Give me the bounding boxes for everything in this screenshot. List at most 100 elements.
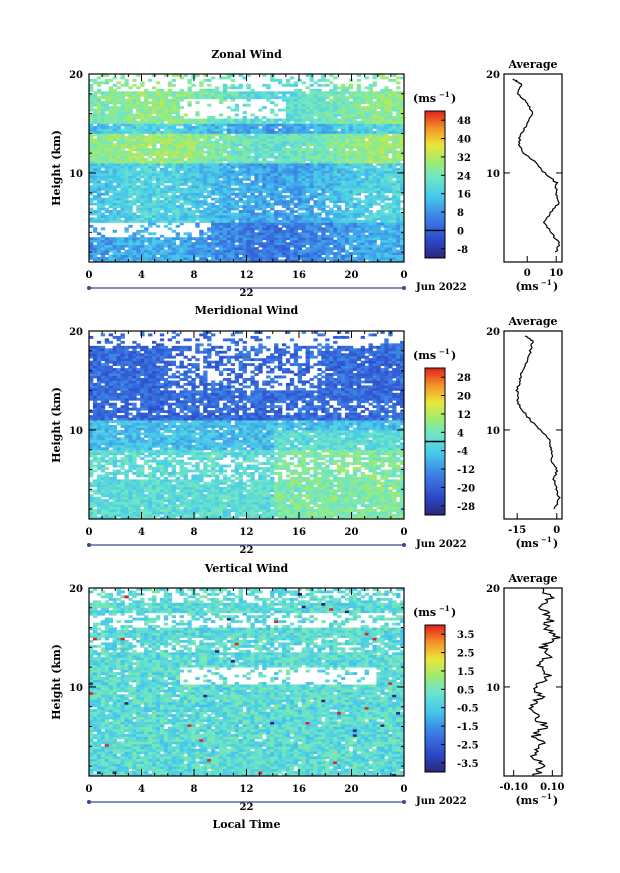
heatmap-cell — [187, 210, 192, 213]
heatmap-cell — [278, 170, 283, 174]
heatmap-cell — [297, 98, 303, 102]
heatmap-cell — [309, 257, 314, 260]
heatmap-cell — [136, 165, 141, 169]
heatmap-cell — [274, 103, 279, 107]
heatmap-cell — [92, 254, 98, 258]
heatmap-cell — [144, 190, 149, 194]
heatmap-cell — [325, 106, 330, 110]
heatmap-cell — [132, 215, 137, 218]
heatmap-cell — [155, 170, 161, 174]
heatmap-cell — [104, 168, 110, 171]
heatmap-cell — [167, 175, 173, 179]
heatmap-cell — [337, 222, 342, 226]
heatmap-cell — [337, 125, 342, 129]
heatmap-cell — [183, 254, 188, 258]
heatmap-cell — [218, 205, 224, 208]
heatmap-cell — [226, 200, 232, 204]
heatmap-cell — [159, 170, 165, 174]
heatmap-cell — [285, 148, 291, 152]
heatmap-cell — [226, 252, 232, 255]
heatmap-cell — [120, 113, 125, 117]
heatmap-cell — [289, 101, 295, 105]
heatmap-cell — [329, 88, 334, 92]
heatmap-cell — [238, 195, 243, 199]
heatmap-cell — [364, 227, 369, 231]
heatmap-cell — [230, 138, 236, 142]
heatmap-cell — [341, 234, 346, 238]
heatmap-cell — [313, 234, 318, 238]
heatmap-cell — [128, 158, 133, 161]
heatmap-cell — [104, 138, 110, 142]
heatmap-cell — [258, 239, 263, 243]
heatmap-cell — [388, 121, 393, 124]
heatmap-cell — [199, 81, 204, 85]
heatmap-cell — [175, 106, 180, 110]
heatmap-cell — [360, 182, 366, 186]
heatmap-cell — [108, 244, 114, 248]
heatmap-cell — [337, 210, 342, 213]
heatmap-cell — [183, 143, 188, 147]
heatmap-cell — [301, 135, 306, 139]
heatmap-cell — [270, 234, 275, 238]
heatmap-cell — [175, 155, 180, 159]
heatmap-cell — [258, 202, 263, 206]
heatmap-cell — [313, 219, 318, 223]
heatmap-cell — [344, 257, 350, 260]
heatmap-cell — [297, 155, 303, 159]
heatmap-cell — [234, 244, 240, 248]
heatmap-cell — [400, 116, 405, 119]
heatmap-cell — [120, 83, 125, 87]
heatmap-cell — [124, 113, 129, 117]
heatmap-cell — [297, 197, 303, 201]
heatmap-cell — [400, 227, 405, 231]
heatmap-cell — [368, 222, 373, 226]
heatmap-cell — [368, 170, 373, 174]
heatmap-cell — [329, 172, 334, 176]
heatmap-cell — [333, 219, 338, 223]
heatmap-cell — [360, 116, 366, 119]
heatmap-cell — [258, 170, 263, 174]
heatmap-cell — [281, 182, 287, 186]
heatmap-cell — [128, 190, 133, 194]
heatmap-cell — [344, 192, 350, 196]
heatmap-cell — [317, 125, 322, 129]
heatmap-cell — [254, 234, 259, 238]
heatmap-cell — [293, 148, 299, 152]
heatmap-cell — [207, 195, 212, 199]
heatmap-cell — [112, 219, 117, 223]
heatmap-cell — [348, 175, 354, 179]
heatmap-cell — [155, 187, 161, 191]
heatmap-cell — [171, 165, 177, 169]
heatmap-cell — [195, 244, 200, 248]
heatmap-cell — [159, 168, 165, 171]
heatmap-cell — [348, 133, 354, 137]
heatmap-cell — [313, 148, 318, 152]
heatmap-cell — [120, 215, 125, 218]
heatmap-cell — [368, 182, 373, 186]
heatmap-cell — [132, 212, 137, 216]
heatmap-cell — [293, 91, 299, 95]
heatmap-cell — [380, 195, 385, 199]
heatmap-cell — [392, 138, 397, 142]
heatmap-cell — [163, 145, 169, 149]
heatmap-cell — [285, 229, 291, 233]
heatmap-cell — [144, 187, 149, 191]
heatmap-cell — [144, 140, 149, 144]
heatmap-cell — [364, 143, 369, 147]
heatmap-cell — [289, 138, 295, 142]
heatmap-cell — [116, 108, 121, 112]
heatmap-cell — [211, 135, 216, 139]
heatmap-cell — [89, 244, 94, 248]
heatmap-cell — [238, 219, 243, 223]
heatmap-cell — [281, 259, 287, 263]
heatmap-cell — [108, 210, 114, 213]
heatmap-cell — [388, 247, 393, 251]
heatmap-cell — [96, 177, 102, 181]
heatmap-cell — [152, 182, 157, 186]
heatmap-cell — [364, 229, 369, 233]
heatmap-cell — [207, 237, 212, 241]
heatmap-cell — [155, 155, 161, 159]
heatmap-cell — [266, 98, 271, 102]
heatmap-cell — [392, 182, 397, 186]
heatmap-cell — [124, 106, 129, 110]
